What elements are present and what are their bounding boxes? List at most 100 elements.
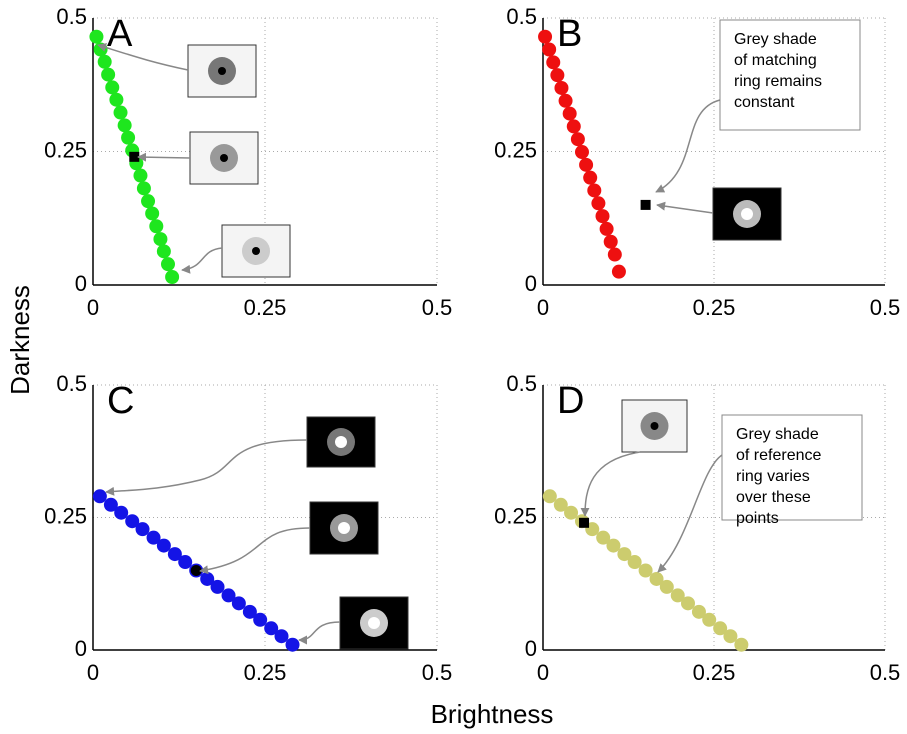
panel-letter: D [557,380,584,422]
stimulus-center [338,522,350,534]
point [538,29,553,44]
arrow [199,527,311,575]
point [156,538,171,553]
point [587,183,602,198]
point [274,629,289,644]
y-tick-label: 0 [525,271,537,296]
point [564,505,579,520]
y-tick-label: 0.5 [506,4,537,29]
point [160,257,175,272]
point [136,181,151,196]
point [723,629,738,644]
y-tick-label: 0.25 [494,503,537,528]
point [149,219,164,234]
stimulus-center [220,154,228,162]
point [702,612,717,627]
point [141,194,156,209]
arrow [298,621,341,645]
point [550,68,565,83]
point [546,55,561,70]
y-tick-label: 0 [525,636,537,661]
point [93,42,108,57]
y-tick-label: 0.25 [44,503,87,528]
callout-text: of matching [734,52,817,69]
arrow [657,454,723,573]
point [117,118,132,133]
point [146,530,161,545]
x-tick-label: 0.25 [693,660,736,685]
panels: 0 0.25 0.5 0 0.25 0.5 A 0 0.25 0.5 0 0.25 0.5 B Grey s… [44,4,900,685]
callout-text: Grey shade [734,31,817,48]
point [253,612,268,627]
point [242,604,257,619]
point [92,489,107,504]
point [566,119,581,134]
point [603,234,618,249]
point [627,555,642,570]
point [579,157,594,172]
point [156,244,171,259]
panel-letter: C [107,380,134,422]
point [606,538,621,553]
point [542,42,557,57]
point [583,170,598,185]
callout-text: ring varies [736,468,810,485]
point [734,637,749,652]
panel-letter: B [557,13,582,55]
point [640,199,651,210]
x-tick-label: 0 [87,295,99,320]
point [114,505,129,520]
arrow [656,201,714,214]
point [135,522,150,537]
point [554,80,569,95]
panel-letter: A [107,13,133,55]
point [167,547,182,562]
point [659,579,674,594]
point [109,92,124,107]
point [129,151,140,162]
point [103,497,118,512]
x-tick-label: 0 [537,295,549,320]
stimulus-center [218,67,226,75]
callout-box [719,19,861,131]
y-tick-label: 0.25 [494,137,537,162]
x-tick-label: 0.25 [244,295,287,320]
point [670,588,685,603]
arrow [580,451,641,517]
x-tick-label: 0.25 [693,295,736,320]
point [153,232,168,247]
arrow [105,439,308,496]
y-tick-label: 0 [75,271,87,296]
stimulus-center [252,247,260,255]
point [562,106,577,121]
x-tick-label: 0.5 [422,660,453,685]
point [553,497,568,512]
point [649,571,664,586]
callout-box [721,414,863,521]
x-axis-title: Brightness [431,699,554,729]
stimulus-center [741,208,753,220]
point [638,563,653,578]
arrow [181,247,223,274]
callout-text: ring remains [734,73,822,90]
y-tick-label: 0.5 [56,371,87,396]
point [574,145,589,160]
callout-text: over these [736,489,811,506]
x-tick-label: 0 [537,660,549,685]
arrow [137,152,191,162]
point [190,565,202,576]
point [145,206,160,221]
x-tick-label: 0.5 [422,295,453,320]
point [596,530,611,545]
point [681,596,696,611]
arrow [97,43,189,71]
x-tick-label: 0.5 [870,295,901,320]
y-tick-label: 0.5 [56,4,87,29]
point [595,209,610,224]
point [89,29,104,44]
x-tick-label: 0 [87,660,99,685]
point [105,80,120,95]
arrow [655,99,721,193]
callout-text: points [736,510,779,527]
